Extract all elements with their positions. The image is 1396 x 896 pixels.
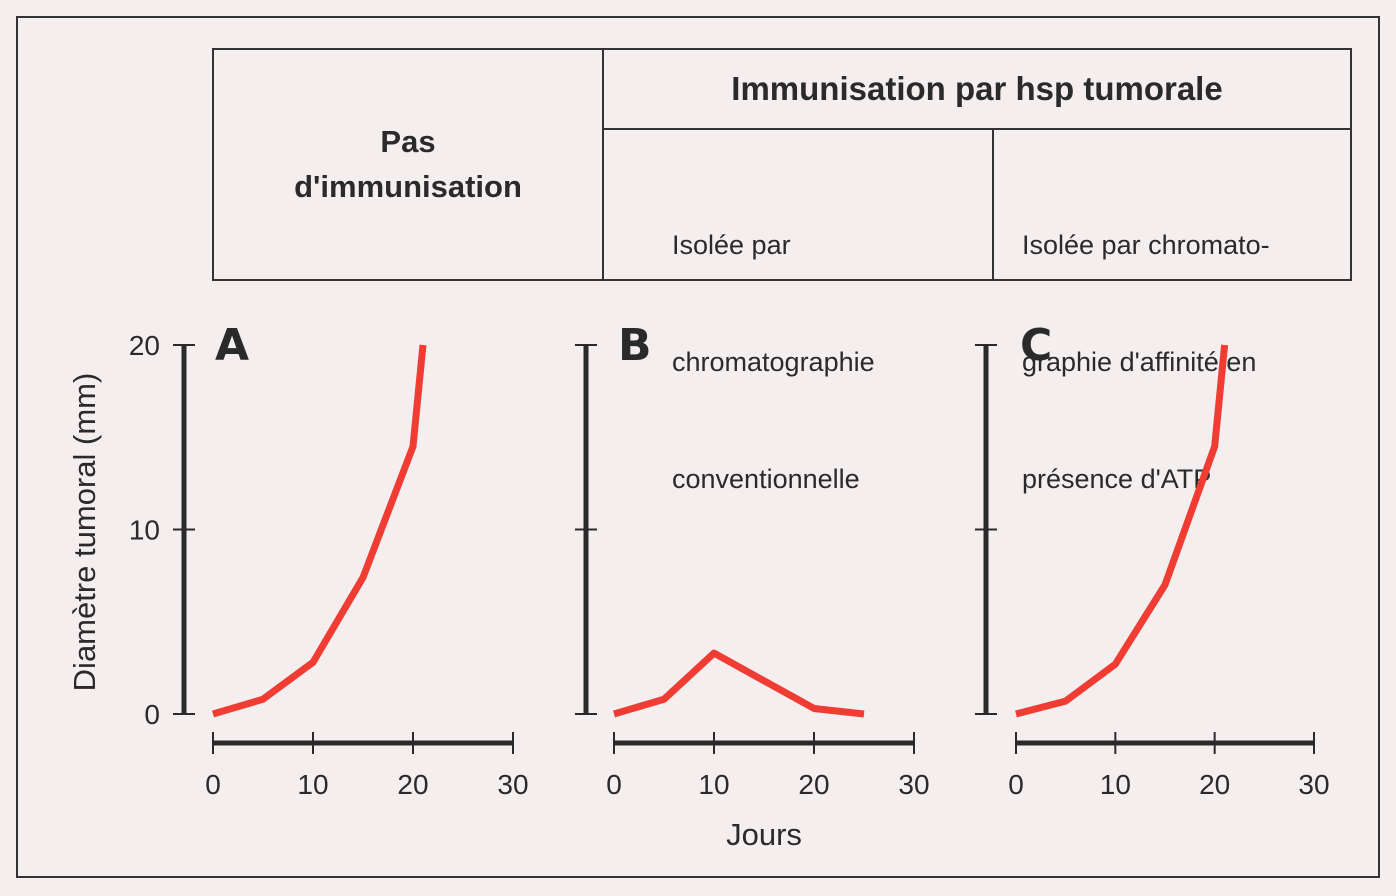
x-tick-label-a-10: 10 <box>297 769 328 800</box>
x-tick-label-b-30: 30 <box>898 769 929 800</box>
x-tick-label-b-0: 0 <box>606 769 622 800</box>
y-tick-label-0: 0 <box>144 699 160 730</box>
atp-line-3: présence d'ATP <box>1022 464 1212 494</box>
x-tick-label-c-30: 30 <box>1298 769 1329 800</box>
no-immunisation-label: Pas d'immunisation <box>294 123 522 204</box>
x-axis-label: Jours <box>726 817 802 852</box>
panel-label-c: C <box>1020 320 1052 371</box>
conventional-line-3: conventionnelle <box>672 464 860 494</box>
panel-label-b: B <box>618 320 652 371</box>
x-tick-label-c-0: 0 <box>1008 769 1024 800</box>
atp-line-2: graphie d'affinité en <box>1022 347 1257 377</box>
atp-line-1: Isolée par chromato- <box>1022 230 1270 260</box>
x-tick-label-c-20: 20 <box>1199 769 1230 800</box>
x-tick-label-a-30: 30 <box>497 769 528 800</box>
conventional-line-1: Isolée par <box>672 230 791 260</box>
conventional-chromatography-cell: Isolée par chromatographie conventionnel… <box>604 130 994 494</box>
conventional-line-2: chromatographie <box>672 347 875 377</box>
panel-label-a: A <box>215 320 249 371</box>
x-tick-label-b-10: 10 <box>698 769 729 800</box>
y-tick-label-10: 10 <box>129 515 160 546</box>
y-tick-label-20: 20 <box>129 330 160 361</box>
curve-a <box>212 344 427 718</box>
x-tick-label-a-20: 20 <box>397 769 428 800</box>
y-axis-label: Diamètre tumoral (mm) <box>67 373 102 692</box>
curve-c <box>1015 344 1229 718</box>
x-tick-label-b-20: 20 <box>798 769 829 800</box>
no-immunisation-cell: Pas d'immunisation <box>214 50 604 279</box>
x-tick-label-a-0: 0 <box>205 769 221 800</box>
immunisation-title: Immunisation par hsp tumorale <box>731 70 1223 107</box>
atp-affinity-cell: Isolée par chromato- graphie d'affinité … <box>994 130 1350 494</box>
curve-b <box>613 649 865 718</box>
x-tick-label-c-10: 10 <box>1100 769 1131 800</box>
header-table: Pas d'immunisation Immunisation par hsp … <box>212 48 1352 494</box>
immunisation-title-cell: Immunisation par hsp tumorale <box>604 50 1350 130</box>
figure-frame <box>16 16 1380 878</box>
